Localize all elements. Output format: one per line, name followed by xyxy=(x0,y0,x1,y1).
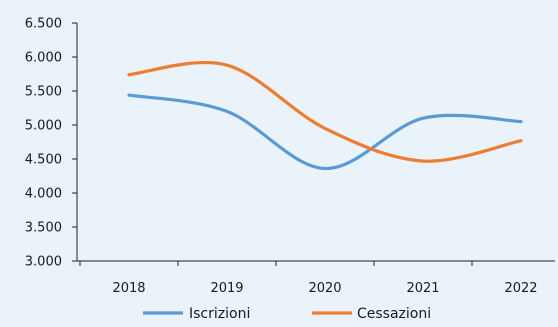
axes: 3.000 3.500 4.000 4.500 5.000 5.500 6.000 6.500… xyxy=(25,17,555,296)
x-tick-label: 2020 xyxy=(308,281,341,296)
series-line-iscrizioni xyxy=(127,93,523,171)
y-tick-label: 4.500 xyxy=(25,153,62,168)
y-tick-label: 6.500 xyxy=(25,17,62,32)
x-tick-label: 2018 xyxy=(112,281,145,296)
legend: Iscrizioni Cessazioni xyxy=(143,306,431,322)
y-tick-label: 3.500 xyxy=(25,221,62,236)
y-tick-label: 3.000 xyxy=(25,255,62,270)
y-tick-label: 5.000 xyxy=(25,119,62,134)
legend-label-cessazioni: Cessazioni xyxy=(357,306,431,322)
y-tick-label: 5.500 xyxy=(25,85,62,100)
y-tick-label: 6.000 xyxy=(25,51,62,66)
x-tick-label: 2019 xyxy=(210,281,243,296)
legend-label-iscrizioni: Iscrizioni xyxy=(189,306,250,322)
series-layer xyxy=(127,60,523,171)
series-line-cessazioni xyxy=(127,60,523,163)
y-tick-label: 4.000 xyxy=(25,187,62,202)
x-tick-label: 2021 xyxy=(406,281,439,296)
x-tick-label: 2022 xyxy=(504,281,537,296)
